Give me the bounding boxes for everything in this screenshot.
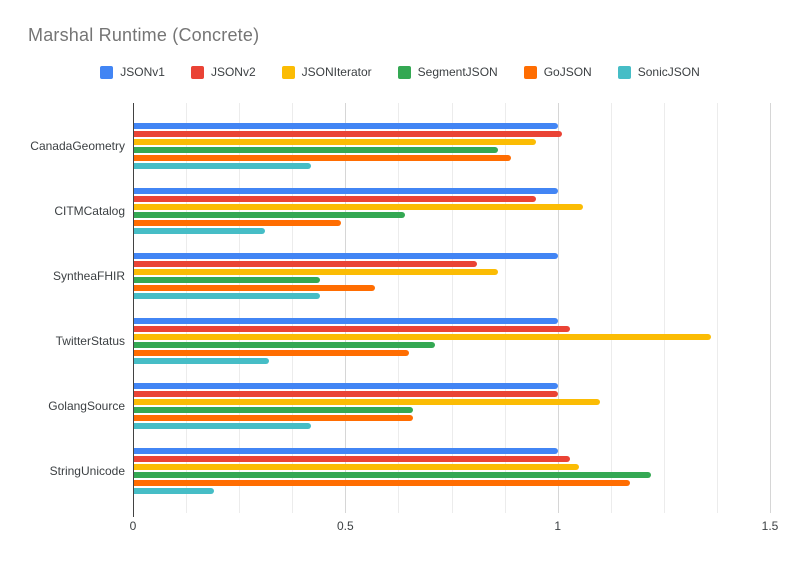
minor-gridline [398,103,400,513]
bar-jsoniterator[interactable] [133,203,584,210]
legend-item-jsoniterator[interactable]: JSONIterator [281,65,372,79]
x-tick-label: 0.5 [336,519,354,533]
bar-jsonv1[interactable] [133,317,558,324]
legend-swatch-icon [617,65,631,79]
legend-label: JSONv2 [210,65,256,79]
legend-swatch-icon [397,65,411,79]
legend-label: JSONIterator [301,65,372,79]
minor-gridline [186,103,188,513]
category-label: StringUnicode [49,463,125,478]
bar-segmentjson[interactable] [133,471,652,478]
bar-sonicjson[interactable] [133,357,269,364]
bar-rows [133,103,770,513]
legend-label: SonicJSON [637,65,700,79]
legend-label: JSONv1 [120,65,165,79]
legend-item-segmentjson[interactable]: SegmentJSON [397,65,498,79]
bar-jsoniterator[interactable] [133,268,499,275]
bar-gojson[interactable] [133,219,342,226]
category-label: CanadaGeometry [30,138,125,153]
bar-group-twitterstatus [133,308,770,373]
legend-label: GoJSON [543,65,592,79]
category-label: SyntheaFHIR [52,268,125,283]
bar-jsonv2[interactable] [133,390,558,397]
major-gridline [345,103,347,513]
legend-label: SegmentJSON [417,65,498,79]
bar-sonicjson[interactable] [133,422,312,429]
plot-area [133,103,771,513]
minor-gridline [504,103,506,513]
bar-jsonv2[interactable] [133,455,571,462]
bar-group-stringunicode [133,438,770,503]
legend-swatch-icon [100,65,114,79]
bar-jsoniterator[interactable] [133,333,711,340]
bar-gojson[interactable] [133,154,511,161]
y-axis-line [133,103,134,517]
x-tick-label: 1 [554,519,561,533]
bar-jsonv1[interactable] [133,187,558,194]
chart-title: Marshal Runtime (Concrete) [28,25,260,45]
bar-gojson[interactable] [133,479,630,486]
bar-jsoniterator[interactable] [133,398,601,405]
bar-gojson[interactable] [133,414,414,421]
bar-jsonv2[interactable] [133,195,537,202]
bar-sonicjson[interactable] [133,162,312,169]
bar-jsonv2[interactable] [133,325,571,332]
bar-group-golangsource [133,373,770,438]
legend-swatch-icon [523,65,537,79]
legend-item-jsonv2[interactable]: JSONv2 [190,65,256,79]
bar-jsonv2[interactable] [133,130,562,137]
major-gridline [770,103,771,513]
bar-jsonv1[interactable] [133,447,558,454]
gridlines [133,103,771,513]
legend-item-jsonv1[interactable]: JSONv1 [100,65,165,79]
x-tick-label: 0 [129,519,137,533]
bar-sonicjson[interactable] [133,487,214,494]
minor-gridline [451,103,453,513]
category-label: CITMCatalog [54,203,125,218]
bar-gojson[interactable] [133,284,376,291]
minor-gridline [610,103,612,513]
bar-jsonv2[interactable] [133,260,477,267]
legend-swatch-icon [281,65,295,79]
bar-segmentjson[interactable] [133,211,405,218]
bar-group-canadageometry [133,113,770,178]
bar-jsonv1[interactable] [133,252,558,259]
bar-sonicjson[interactable] [133,292,320,299]
legend: JSONv1 JSONv2 JSONIterator SegmentJSON GoJSO… [0,63,800,81]
bar-segmentjson[interactable] [133,146,499,153]
minor-gridline [292,103,294,513]
bar-jsoniterator[interactable] [133,463,579,470]
category-label: GolangSource [48,398,125,413]
major-gridline [557,103,559,513]
minor-gridline [239,103,241,513]
bar-segmentjson[interactable] [133,341,435,348]
bar-segmentjson[interactable] [133,406,414,413]
x-tick-label: 1.5 [761,519,779,533]
bar-group-syntheafhir [133,243,770,308]
minor-gridline [663,103,665,513]
bar-sonicjson[interactable] [133,227,265,234]
bar-jsonv1[interactable] [133,122,558,129]
category-label: TwitterStatus [55,333,125,348]
minor-gridline [716,103,718,513]
bar-jsonv1[interactable] [133,382,558,389]
legend-swatch-icon [190,65,204,79]
bar-group-citmcatalog [133,178,770,243]
legend-item-sonicjson[interactable]: SonicJSON [617,65,700,79]
category-labels: CanadaGeometry CITMCatalog SyntheaFHIR Twit… [0,103,125,513]
legend-item-gojson[interactable]: GoJSON [523,65,592,79]
bar-gojson[interactable] [133,349,410,356]
bar-jsoniterator[interactable] [133,138,537,145]
bar-segmentjson[interactable] [133,276,320,283]
